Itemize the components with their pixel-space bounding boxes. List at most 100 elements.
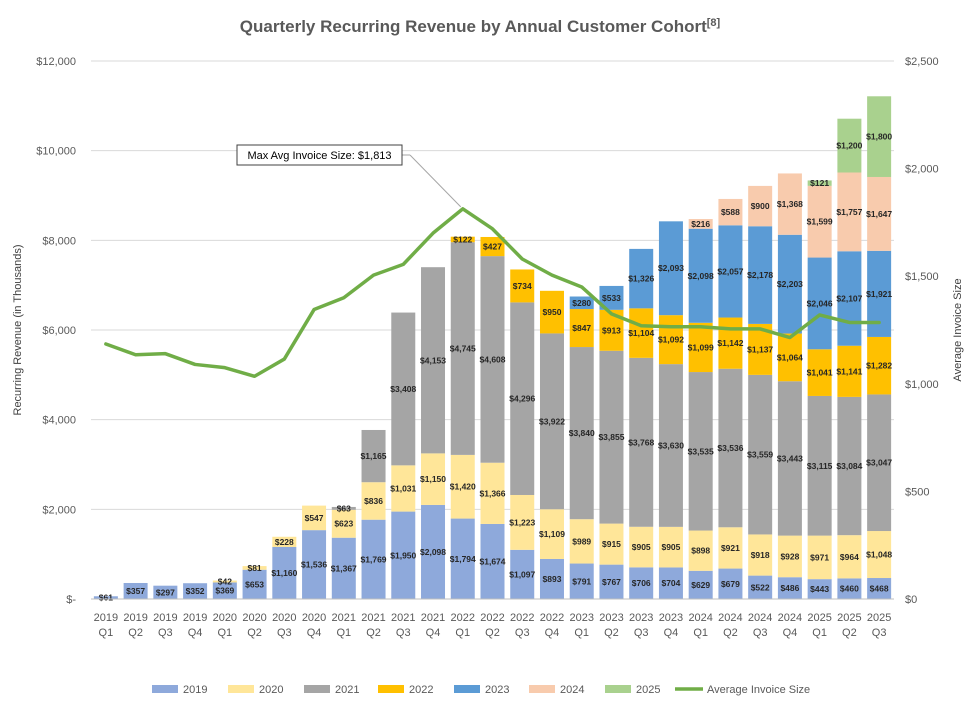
x-tick-quarter: Q4 xyxy=(426,627,441,639)
bar-segment-2022 xyxy=(867,336,892,395)
data-label: $706 xyxy=(632,578,651,588)
data-label: $1,757 xyxy=(836,207,862,217)
data-label: $1,031 xyxy=(390,483,416,493)
x-tick-year: 2024 xyxy=(748,612,772,624)
bar-segment-2019 xyxy=(480,523,505,599)
bar-segment-2020 xyxy=(539,509,564,559)
stacked-bars xyxy=(93,96,892,599)
x-tick-year: 2022 xyxy=(451,612,475,624)
data-label: $4,296 xyxy=(509,394,535,404)
x-tick-quarter: Q3 xyxy=(753,627,768,639)
bar-segment-2019 xyxy=(361,519,386,599)
legend: 2019 2020 2021 2022 2023 2024 2025 Average Invo… xyxy=(152,684,810,696)
data-label: $3,408 xyxy=(390,384,416,394)
bar-segment-2021 xyxy=(748,374,773,535)
bar-segment-2020 xyxy=(391,465,416,512)
bar-segment-2021 xyxy=(777,381,802,536)
x-tick-year: 2022 xyxy=(480,612,504,624)
bar-segment-2023 xyxy=(748,226,773,324)
x-tick-year: 2021 xyxy=(391,612,415,624)
bar-segment-2019 xyxy=(153,585,178,599)
x-tick-year: 2023 xyxy=(569,612,593,624)
x-tick-quarter: Q3 xyxy=(158,627,173,639)
data-label: $1,326 xyxy=(628,274,654,284)
data-label: $1,165 xyxy=(361,451,387,461)
y-tick-label: $10,000 xyxy=(36,146,76,158)
bar-segment-2020 xyxy=(272,536,297,547)
bar-segment-2021 xyxy=(421,267,446,454)
data-label: $2,107 xyxy=(836,294,862,304)
bar-segment-2021 xyxy=(807,395,832,536)
bar-segment-2020 xyxy=(599,523,624,565)
x-tick-quarter: Q2 xyxy=(842,627,857,639)
bar-segment-2023 xyxy=(688,228,713,323)
bar-segment-2025 xyxy=(807,180,832,186)
bar-segment-2021 xyxy=(837,396,862,536)
data-label: $547 xyxy=(305,513,324,523)
y-tick-label: $12,000 xyxy=(36,56,76,68)
bar-segment-2019 xyxy=(629,567,654,599)
bar-segment-2022 xyxy=(450,236,475,243)
data-label: $460 xyxy=(840,584,859,594)
y2-tick-label: $1,500 xyxy=(905,271,939,283)
data-label: $588 xyxy=(721,207,740,217)
legend-label: 2022 xyxy=(409,684,433,696)
data-label: $280 xyxy=(572,298,591,308)
data-label: $3,084 xyxy=(836,461,862,471)
data-label: $1,141 xyxy=(836,366,862,376)
bar-segment-2022 xyxy=(688,322,713,373)
bar-segment-2025 xyxy=(867,96,892,177)
bar-segment-2020 xyxy=(718,527,743,569)
bar-segment-2019 xyxy=(212,582,237,599)
bar-segment-2020 xyxy=(242,566,267,570)
data-label: $63 xyxy=(337,503,351,513)
data-label: $2,098 xyxy=(420,547,446,557)
data-label: $2,046 xyxy=(807,298,833,308)
bar-segment-2020 xyxy=(331,509,356,538)
data-label: $1,536 xyxy=(301,560,327,570)
bar-segment-2023 xyxy=(629,248,654,309)
bar-segment-2021 xyxy=(658,364,683,527)
bar-segment-2019 xyxy=(421,504,446,599)
x-tick-year: 2023 xyxy=(599,612,623,624)
x-tick-year: 2022 xyxy=(510,612,534,624)
data-label: $121 xyxy=(810,178,829,188)
bar-segment-2019 xyxy=(688,570,713,599)
chart-title-text: Quarterly Recurring Revenue by Annual Cu… xyxy=(240,17,707,36)
data-label: $1,368 xyxy=(777,199,803,209)
x-tick-quarter: Q3 xyxy=(277,627,292,639)
data-label: $1,794 xyxy=(450,554,476,564)
callout-leader xyxy=(409,154,462,208)
x-tick-year: 2020 xyxy=(272,612,296,624)
bar-segment-2020 xyxy=(807,535,832,580)
bar-segment-2022 xyxy=(569,309,594,348)
x-tick-quarter: Q1 xyxy=(99,627,114,639)
bar-segment-2019 xyxy=(837,578,862,599)
x-tick-year: 2020 xyxy=(242,612,266,624)
data-label: $704 xyxy=(661,578,680,588)
data-label: $1,048 xyxy=(866,550,892,560)
bar-segment-2021 xyxy=(569,347,594,520)
bar-segment-2019 xyxy=(391,511,416,599)
legend-swatch-2020 xyxy=(228,685,254,693)
data-label: $486 xyxy=(780,583,799,593)
y2-tick-label: $500 xyxy=(905,486,929,498)
data-label: $653 xyxy=(245,579,264,589)
bar-segment-2021 xyxy=(539,333,564,510)
bar-segment-2020 xyxy=(867,531,892,579)
legend-swatch-2019 xyxy=(152,685,178,693)
bar-segment-2021 xyxy=(510,302,535,495)
x-tick-year: 2025 xyxy=(807,612,831,624)
data-label: $3,768 xyxy=(628,437,654,447)
data-label: $767 xyxy=(602,577,621,587)
bar-segment-2021 xyxy=(361,429,386,483)
x-tick-quarter: Q4 xyxy=(188,627,203,639)
data-label: $3,630 xyxy=(658,440,684,450)
bar-segment-2022 xyxy=(480,236,505,257)
data-label: $1,137 xyxy=(747,344,773,354)
bar-segment-2019 xyxy=(867,578,892,599)
data-label: $443 xyxy=(810,584,829,594)
y2-tick-label: $2,000 xyxy=(905,164,939,176)
x-tick-year: 2020 xyxy=(302,612,326,624)
data-label: $629 xyxy=(691,580,710,590)
